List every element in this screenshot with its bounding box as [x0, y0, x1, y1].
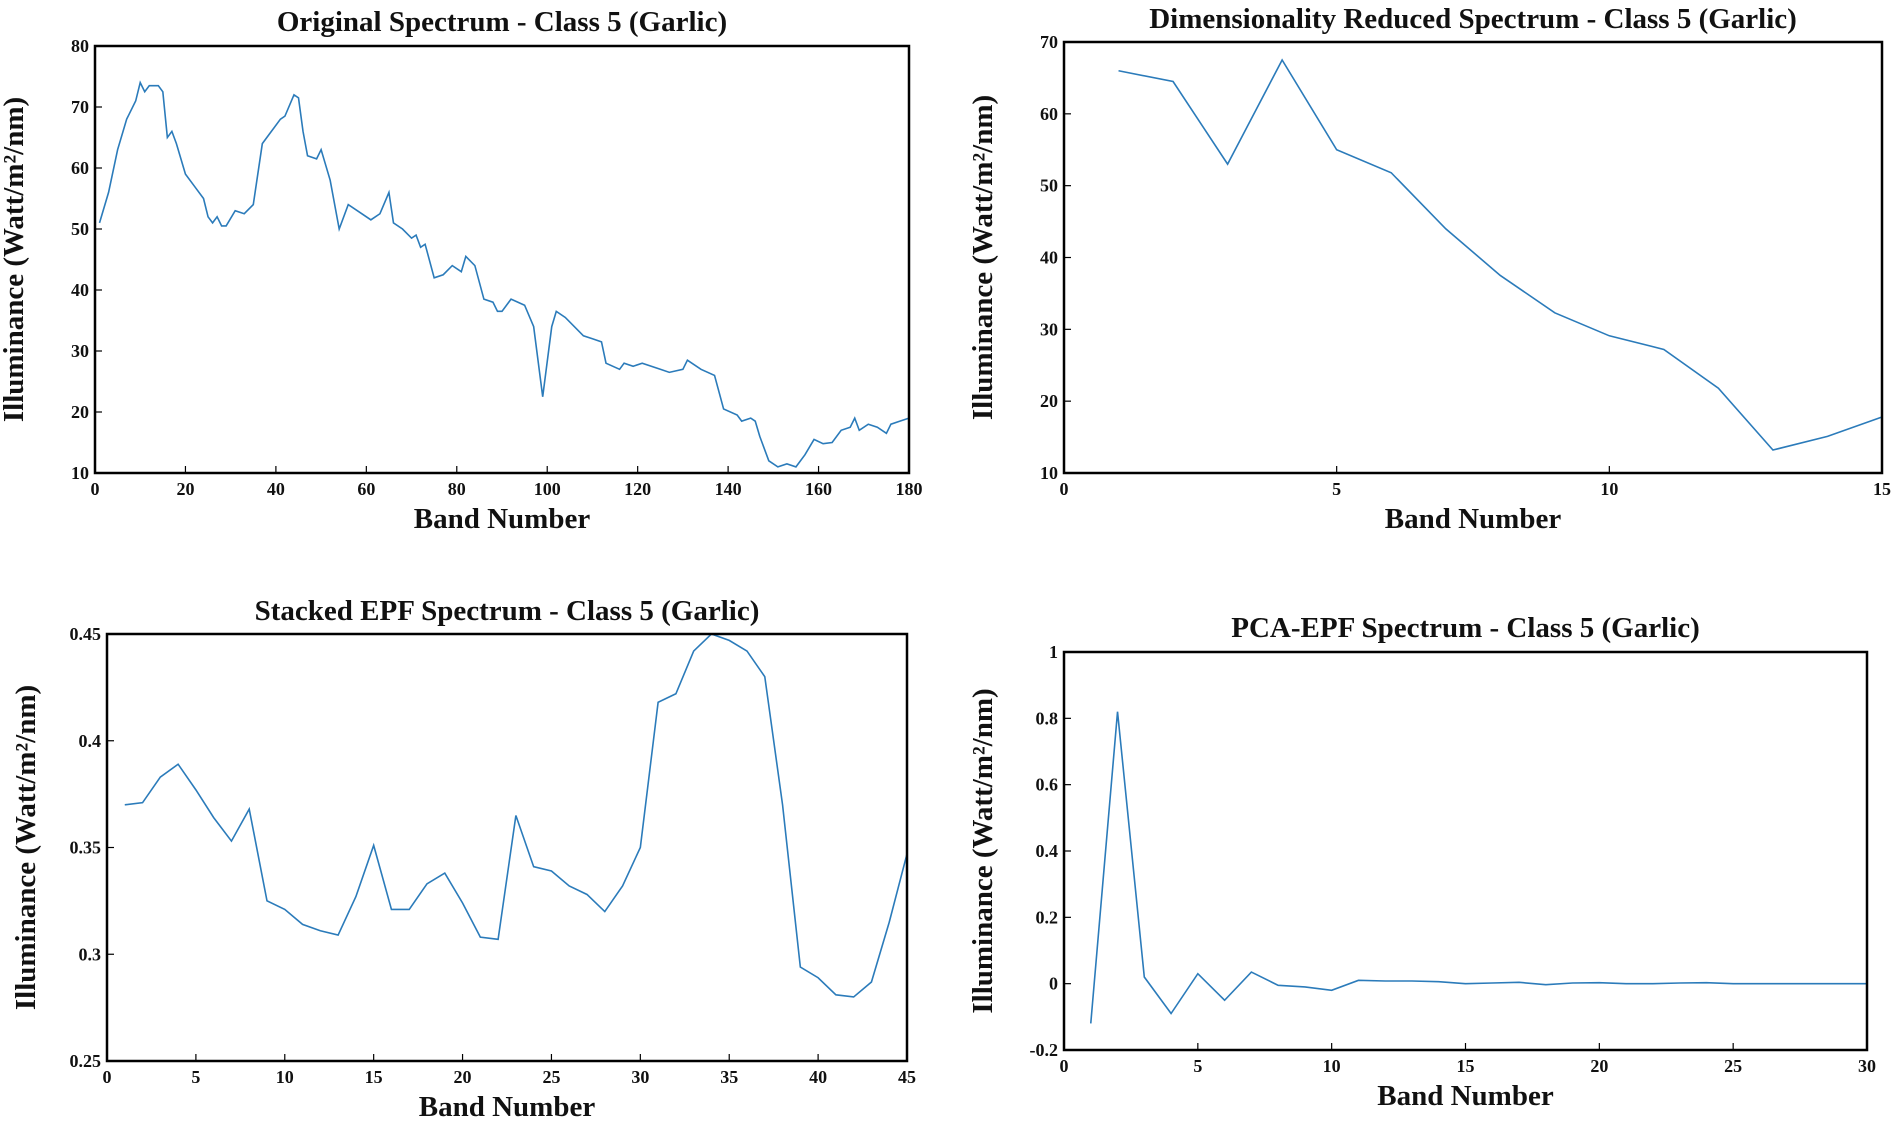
- y-tick-label: 20: [71, 402, 89, 422]
- x-tick-label: 15: [1873, 479, 1891, 499]
- data-line: [1118, 58, 1883, 451]
- chart-title: Stacked EPF Spectrum - Class 5 (Garlic): [255, 595, 760, 627]
- x-tick-label: 0: [103, 1067, 112, 1087]
- x-tick-label: 25: [542, 1067, 560, 1087]
- y-tick-label: 0: [1049, 974, 1058, 994]
- y-tick-label: 0.3: [79, 944, 102, 964]
- y-tick-label: 0.45: [70, 624, 102, 644]
- y-tick-label: 0.4: [1036, 841, 1059, 861]
- y-tick-label: 0.4: [79, 731, 102, 751]
- x-tick-label: 0: [1060, 1056, 1069, 1076]
- data-line: [1089, 711, 1867, 1024]
- y-tick-label: 60: [71, 158, 89, 178]
- x-tick-label: 5: [191, 1067, 200, 1087]
- x-tick-label: 180: [896, 479, 923, 499]
- y-tick-label: 80: [71, 36, 89, 56]
- data-line: [124, 633, 908, 998]
- x-tick-label: 10: [276, 1067, 294, 1087]
- y-tick-label: 60: [1040, 104, 1058, 124]
- y-tick-label: 0.35: [70, 838, 102, 858]
- x-tick-label: 15: [1457, 1056, 1475, 1076]
- y-tick-label: 50: [1040, 176, 1058, 196]
- x-tick-label: 35: [720, 1067, 738, 1087]
- chart-title: Dimensionality Reduced Spectrum - Class …: [1149, 3, 1797, 35]
- y-tick-label: 0.6: [1036, 775, 1059, 795]
- y-tick-label: 10: [1040, 463, 1058, 483]
- x-tick-label: 40: [809, 1067, 827, 1087]
- chart-title: Original Spectrum - Class 5 (Garlic): [277, 6, 727, 38]
- x-axis-label: Band Number: [419, 1091, 596, 1123]
- y-tick-label: 0.2: [1036, 907, 1059, 927]
- x-tick-label: 80: [448, 479, 466, 499]
- plot-frame: [105, 632, 909, 1063]
- x-tick-label: 5: [1193, 1056, 1202, 1076]
- x-axis-label: Band Number: [414, 503, 591, 535]
- x-tick-label: 20: [454, 1067, 472, 1087]
- x-tick-label: 15: [365, 1067, 383, 1087]
- y-tick-label: 0.25: [70, 1051, 102, 1071]
- y-tick-label: 50: [71, 219, 89, 239]
- x-tick-label: 45: [898, 1067, 916, 1087]
- y-axis-label: Illuminance (Watt/m²/nm): [0, 97, 30, 422]
- x-tick-label: 120: [624, 479, 651, 499]
- x-tick-label: 0: [1060, 479, 1069, 499]
- x-tick-label: 160: [805, 479, 832, 499]
- y-tick-label: 0.8: [1036, 708, 1059, 728]
- x-tick-label: 0: [91, 479, 100, 499]
- x-tick-label: 20: [176, 479, 194, 499]
- y-tick-label: -0.2: [1030, 1040, 1059, 1060]
- y-axis-label: Illuminance (Watt/m²/nm): [967, 95, 999, 420]
- y-tick-label: 10: [71, 463, 89, 483]
- x-tick-label: 60: [357, 479, 375, 499]
- y-tick-label: 1: [1049, 642, 1058, 662]
- x-tick-label: 140: [715, 479, 742, 499]
- data-line: [98, 80, 910, 468]
- x-tick-label: 30: [1858, 1056, 1876, 1076]
- x-axis-label: Band Number: [1385, 503, 1562, 535]
- x-tick-label: 25: [1724, 1056, 1742, 1076]
- x-tick-label: 20: [1590, 1056, 1608, 1076]
- plot-frame: [1062, 650, 1869, 1052]
- x-tick-label: 10: [1323, 1056, 1341, 1076]
- y-axis-label: Illuminance (Watt/m²/nm): [967, 688, 999, 1013]
- chart-title: PCA-EPF Spectrum - Class 5 (Garlic): [1231, 612, 1699, 644]
- y-tick-label: 30: [71, 341, 89, 361]
- y-tick-label: 70: [71, 97, 89, 117]
- x-tick-label: 30: [631, 1067, 649, 1087]
- x-tick-label: 5: [1332, 479, 1341, 499]
- x-tick-label: 100: [534, 479, 561, 499]
- plot-frame: [1062, 40, 1884, 475]
- x-tick-label: 40: [267, 479, 285, 499]
- x-axis-label: Band Number: [1377, 1080, 1554, 1112]
- y-axis-label: Illuminance (Watt/m²/nm): [10, 685, 42, 1010]
- y-tick-label: 40: [71, 280, 89, 300]
- x-tick-label: 10: [1600, 479, 1618, 499]
- y-tick-label: 20: [1040, 391, 1058, 411]
- plot-frame: [93, 44, 911, 475]
- y-tick-label: 40: [1040, 248, 1058, 268]
- y-tick-label: 70: [1040, 32, 1058, 52]
- y-tick-label: 30: [1040, 319, 1058, 339]
